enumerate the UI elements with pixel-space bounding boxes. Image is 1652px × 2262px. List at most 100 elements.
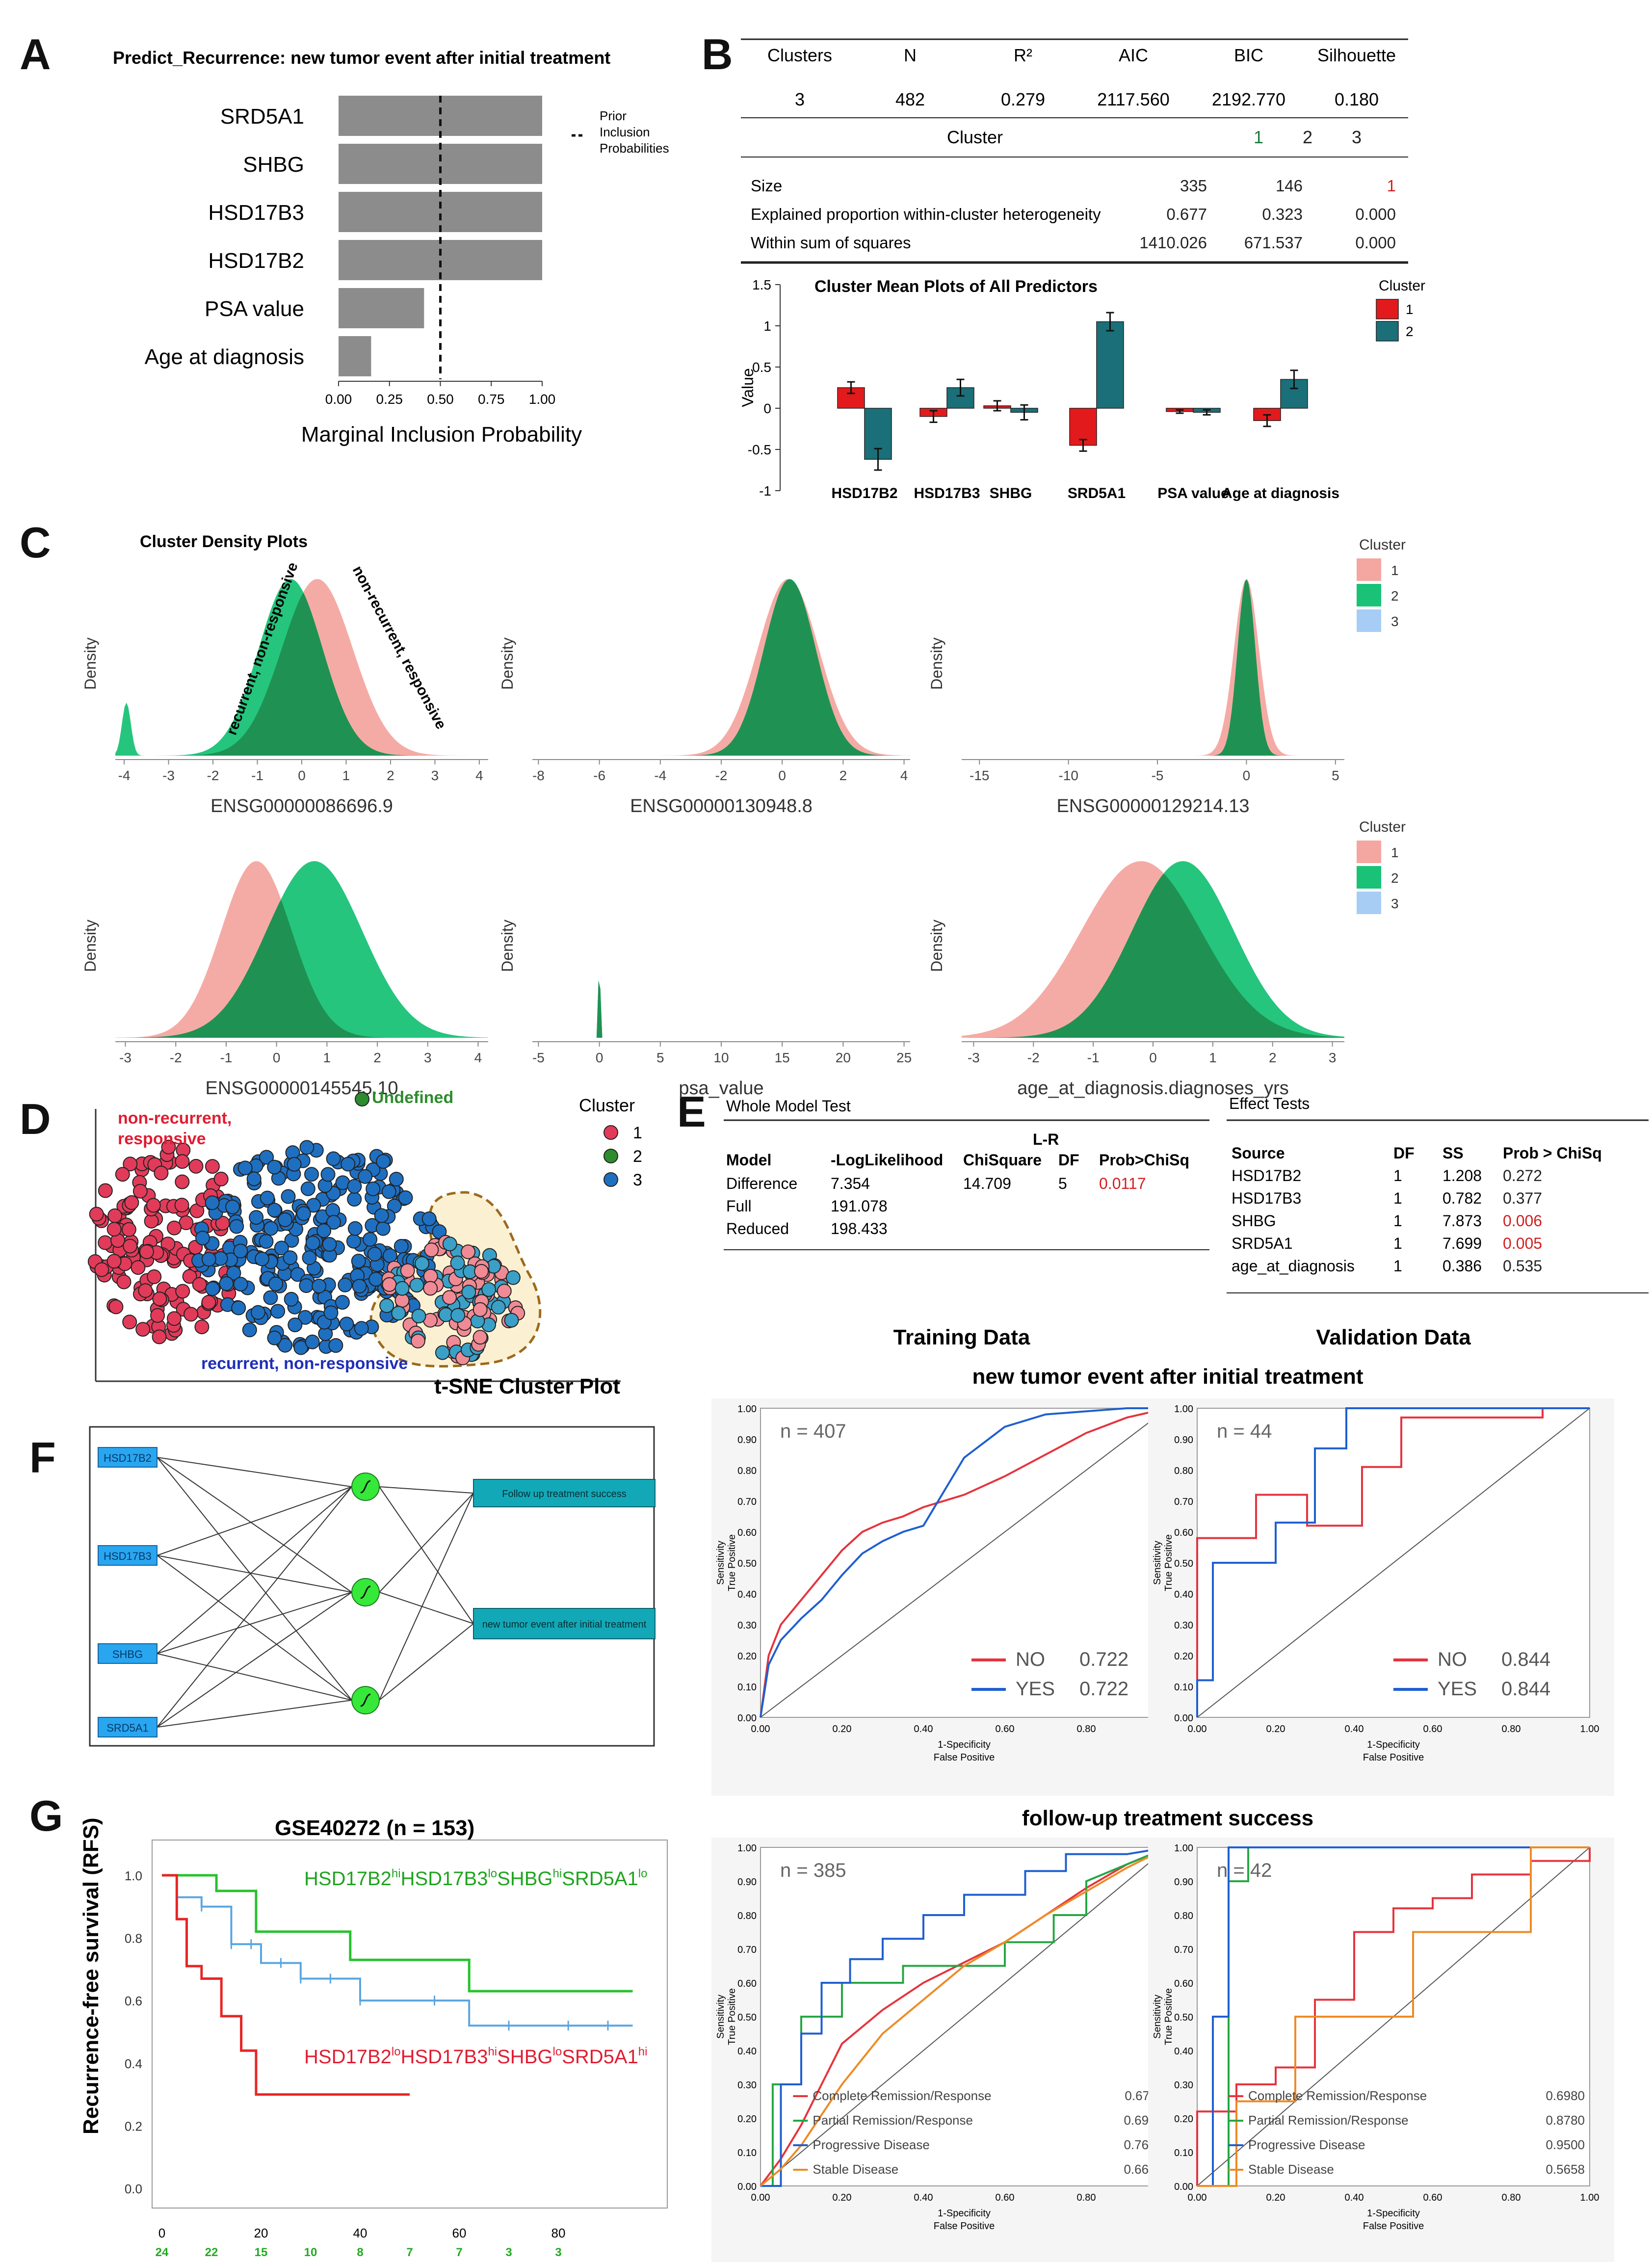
density-ylabel: Density [81, 920, 99, 972]
density-cluster-1 [962, 579, 1344, 756]
legend-swatch [1357, 558, 1381, 581]
panel-d-svg: non-recurrent, responsive Undefined recu… [87, 1088, 642, 1398]
risk-green: 7 [456, 2246, 462, 2259]
legend-swatch [1357, 841, 1381, 863]
x-tick-label: 4 [475, 768, 483, 783]
panel-label-f: F [29, 1433, 56, 1482]
panel-d: non-recurrent, responsive Undefined recu… [0, 1084, 687, 1418]
point-cluster-1 [98, 1183, 113, 1198]
point-cluster-3 [374, 1208, 389, 1223]
point-cluster-3 [368, 1272, 384, 1287]
point-cluster-1 [184, 1307, 199, 1322]
x-tick-label: 1.00 [1580, 1724, 1600, 1735]
category-label: HSD17B2 [831, 485, 897, 501]
label-blue: recurrent, non-responsive [201, 1354, 408, 1373]
bar-psa-value [339, 288, 424, 328]
y-tick-label: 0.60 [737, 1527, 757, 1538]
x-tick-label: 3 [424, 1050, 432, 1065]
x-tick-label: 0.80 [1502, 2192, 1521, 2203]
legend-label: Complete Remission/Response [813, 2088, 991, 2103]
edge [157, 1653, 352, 1701]
density-ylabel: Density [498, 637, 516, 690]
effect-hdr-p: Prob > ChiSq [1503, 1144, 1602, 1162]
point-cluster-3 [299, 1140, 315, 1155]
density-overlap [962, 874, 1344, 1038]
y-tick-label: 1.00 [1174, 1404, 1193, 1415]
point-cluster-3 [260, 1190, 275, 1206]
table-value: 2192.770 [1212, 89, 1285, 109]
edge [379, 1486, 474, 1624]
category-label: HSD17B3 [914, 485, 980, 501]
whole-hdr-ll: -LogLikelihood [831, 1151, 943, 1169]
point-cluster-3 [411, 1309, 426, 1324]
x-tick-label: 0.00 [325, 392, 352, 407]
effect-hdr-df: DF [1393, 1144, 1415, 1162]
point-cluster-1 [122, 1315, 137, 1330]
x-tick-label: -2 [170, 1050, 182, 1065]
legend-label: Partial Remission/Response [813, 2113, 973, 2128]
x-axis-label: 1-Specificity [1367, 1739, 1420, 1750]
y-tick-label: 0.80 [737, 1911, 757, 1921]
point-cluster-1 [167, 1220, 182, 1236]
x-tick-label: -15 [970, 768, 989, 783]
x-tick-label: 0.00 [1188, 2192, 1207, 2203]
x-tick-label: -5 [532, 1050, 545, 1065]
x-tick-label: 0.60 [996, 2192, 1015, 2203]
panel-label-c: C [20, 518, 51, 567]
legend-label: Complete Remission/Response [1248, 2088, 1427, 2103]
point-cluster-3 [351, 1254, 366, 1269]
label-undefined: Undefined [372, 1088, 453, 1107]
label-red-2: responsive [118, 1130, 206, 1148]
risk-green: 24 [156, 2246, 169, 2259]
y-tick-label: 0.30 [737, 2080, 757, 2091]
y-tick-label: 1 [763, 318, 771, 334]
y-tick-label: 0.70 [1174, 1497, 1193, 1507]
density-xlabel: ENSG00000086696.9 [210, 796, 393, 816]
point-cluster-3 [367, 1247, 382, 1262]
point-cluster-1 [192, 1277, 207, 1292]
legend-swatch [1376, 321, 1399, 342]
y-tick-label: 0.10 [737, 2148, 757, 2158]
y-tick-label: 0.90 [737, 1877, 757, 1888]
x-tick-label: 0 [273, 1050, 281, 1065]
panel-g-title: GSE40272 (n = 153) [275, 1816, 474, 1840]
legend-label: Partial Remission/Response [1248, 2113, 1409, 2128]
x-axis-label: 1-Specificity [938, 1739, 991, 1750]
category-label: SHBG [990, 485, 1032, 501]
edge [157, 1555, 352, 1701]
training-title: Training Data [893, 1325, 1030, 1349]
panel-a: Predict_Recurrence: new tumor event afte… [0, 0, 702, 471]
cell: 7.354 [831, 1175, 870, 1192]
point-cluster-1 [201, 1295, 216, 1310]
bar-label: HSD17B3 [208, 201, 304, 225]
legend-dot [603, 1149, 618, 1163]
legend-swatch [1357, 609, 1381, 632]
point-cluster-1 [131, 1260, 146, 1275]
effect-df: 1 [1393, 1235, 1402, 1252]
legend-label: 3 [633, 1171, 642, 1189]
effect-p: 0.272 [1503, 1167, 1542, 1184]
bar-age-at-diagnosis [339, 336, 371, 376]
point-cluster-3 [341, 1157, 356, 1172]
x-tick-label: 20 [836, 1050, 851, 1065]
point-cluster-3 [305, 1236, 320, 1251]
cell: 14.709 [963, 1175, 1011, 1192]
x-axis-label: False Positive [1363, 1752, 1424, 1763]
legend-auc: 0.844 [1501, 1649, 1550, 1670]
risk-green: 10 [304, 2246, 317, 2259]
cell: 191.078 [831, 1197, 888, 1215]
y-tick-label: 0.4 [125, 2056, 142, 2071]
row-label: Size [751, 177, 782, 195]
table-header: AIC [1119, 45, 1148, 65]
panel-g: GSE40272 (n = 153) Recurrence-free survi… [0, 1796, 707, 2262]
x-tick-label: 1 [323, 1050, 331, 1065]
whole-hdr-df: DF [1058, 1151, 1079, 1169]
sigmoid-icon [360, 1585, 371, 1599]
point-cluster-3 [326, 1151, 341, 1166]
category-label: PSA value [1157, 485, 1229, 501]
validation-title: Validation Data [1316, 1325, 1471, 1349]
y-tick-label: 0.90 [1174, 1435, 1193, 1446]
cell: Difference [726, 1175, 797, 1192]
x-tick-label: -4 [654, 768, 666, 783]
point-cluster-3 [305, 1334, 320, 1349]
